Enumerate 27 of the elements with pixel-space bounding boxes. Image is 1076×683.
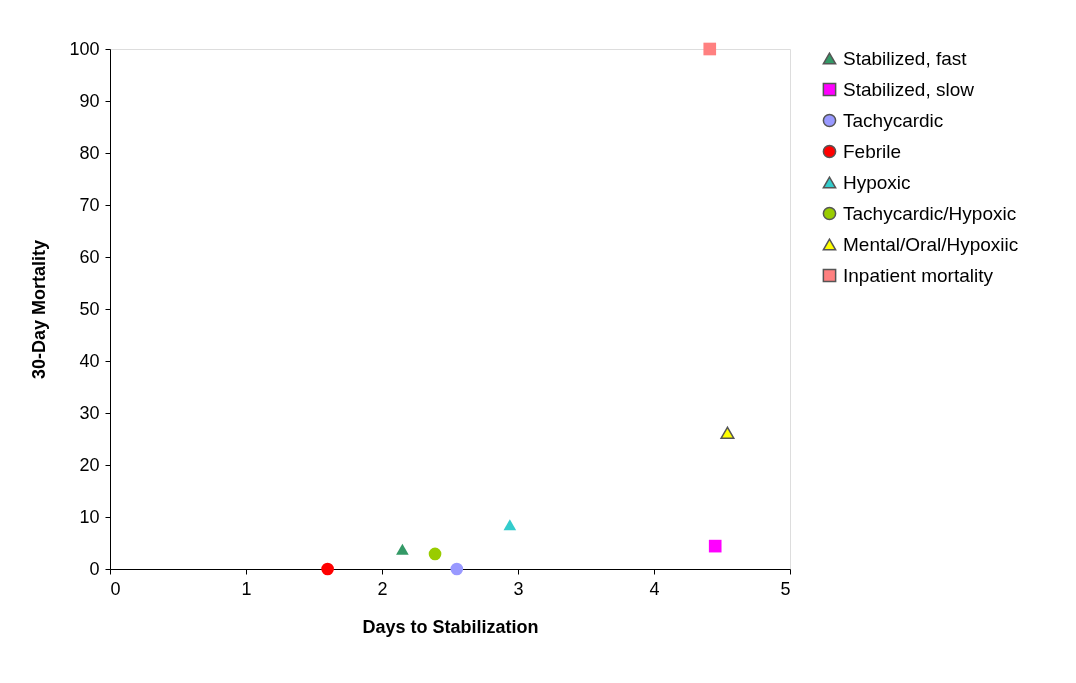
legend-label: Stabilized, fast <box>843 47 968 69</box>
y-tick-label: 0 <box>89 558 100 579</box>
y-tick-label: 70 <box>79 194 100 215</box>
x-tick-label: 3 <box>513 578 524 599</box>
y-tick-label: 50 <box>79 298 100 319</box>
x-tick-label: 0 <box>110 578 121 599</box>
y-tick-label: 80 <box>79 142 100 163</box>
y-tick-label: 60 <box>79 246 100 267</box>
legend-label: Hypoxic <box>843 171 911 193</box>
legend-label: Mental/Oral/Hypoxiic <box>843 233 1019 255</box>
x-axis-title: Days to Stabilization <box>362 616 539 637</box>
y-tick-label: 90 <box>79 90 100 111</box>
x-tick-label: 5 <box>780 578 791 599</box>
legend-label: Inpatient mortality <box>843 264 994 286</box>
y-tick-label: 40 <box>79 350 100 371</box>
x-tick-label: 2 <box>377 578 388 599</box>
legend-label: Stabilized, slow <box>843 78 975 100</box>
y-tick-label: 100 <box>69 38 100 59</box>
x-tick-label: 4 <box>649 578 660 599</box>
y-tick-label: 30 <box>79 402 100 423</box>
legend-label: Tachycardic/Hypoxic <box>843 202 1017 224</box>
y-tick-label: 20 <box>79 454 100 475</box>
y-tick-label: 10 <box>79 506 100 527</box>
y-axis-title: 30-Day Mortality <box>29 239 50 380</box>
x-tick-label: 1 <box>241 578 252 599</box>
legend-label: Febrile <box>843 140 902 162</box>
legend-label: Tachycardic <box>843 109 944 131</box>
